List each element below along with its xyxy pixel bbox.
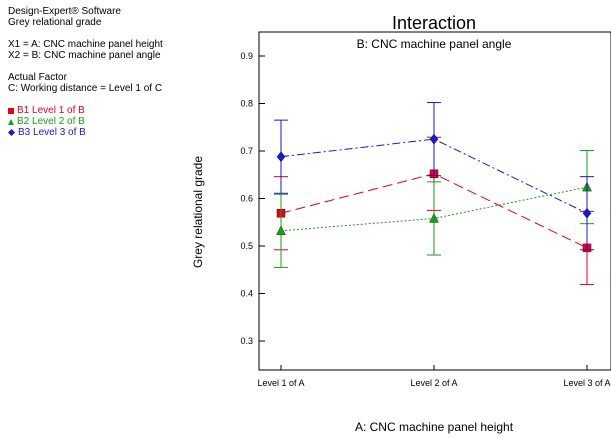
triangle-marker-icon xyxy=(8,118,14,125)
plot-frame xyxy=(258,31,611,371)
legend-item-b3: B3 Level 3 of B xyxy=(7,127,163,138)
x-tick-label: Level 1 of A xyxy=(257,378,304,388)
legend-label: B3 Level 3 of B xyxy=(18,127,86,138)
data-point xyxy=(276,151,286,163)
y-tick-label: 0.3 xyxy=(240,336,253,346)
y-tick-label: 0.4 xyxy=(240,289,253,299)
data-point xyxy=(276,225,286,236)
software-name: Design-Expert® Software xyxy=(8,6,121,17)
data-point xyxy=(429,212,439,223)
chart-title: Interaction xyxy=(392,13,476,33)
actual-factor-heading: Actual Factor xyxy=(8,72,67,83)
legend-item-b2: B2 Level 2 of B xyxy=(8,116,163,127)
chart-subtitle: B: CNC machine panel angle xyxy=(357,37,512,51)
series-line xyxy=(280,138,588,214)
factor-x2: X2 = B: CNC machine panel angle xyxy=(8,50,161,61)
series-2 xyxy=(274,150,594,268)
y-tick-label: 0.9 xyxy=(240,51,253,61)
square-marker-icon xyxy=(8,107,14,114)
actual-factor-value: C: Working distance = Level 1 of C xyxy=(8,83,163,94)
data-point xyxy=(582,207,592,219)
y-tick-label: 0.8 xyxy=(240,99,253,109)
series-3 xyxy=(274,102,594,251)
legend-item-b1: B1 Level 1 of B xyxy=(8,105,163,116)
response-name: Grey relational grade xyxy=(8,17,102,28)
legend-label: B2 Level 2 of B xyxy=(17,116,85,127)
y-axis-label: Grey relational grade xyxy=(191,156,205,268)
y-tick-label: 0.5 xyxy=(240,241,253,251)
y-tick-label: 0.7 xyxy=(240,146,253,156)
info-panel: Design-Expert® Software Grey relational … xyxy=(7,6,163,138)
y-tick-label: 0.6 xyxy=(240,194,253,204)
x-tick-label: Level 2 of A xyxy=(410,378,457,388)
legend: B1 Level 1 of B B2 Level 2 of B B3 Level… xyxy=(7,105,163,138)
data-point xyxy=(429,133,439,145)
factor-x1: X1 = A: CNC machine panel height xyxy=(8,39,163,50)
x-axis-label: A: CNC machine panel height xyxy=(355,420,514,434)
legend-label: B1 Level 1 of B xyxy=(17,105,85,116)
x-tick-label: Level 3 of A xyxy=(563,378,610,388)
